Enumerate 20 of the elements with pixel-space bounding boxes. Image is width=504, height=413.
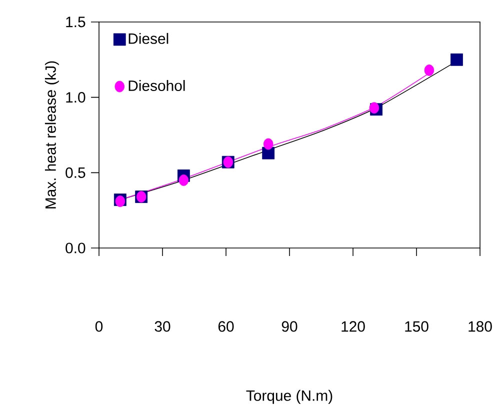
y-tick-label: 1.5 [66,16,86,28]
y-tick-label: 0.5 [66,167,86,178]
point [369,102,380,114]
y-tick-label: 0.0 [66,242,86,254]
legend-label: Diesohol [128,80,185,91]
x-tick-label: 30 [154,321,170,332]
point [450,53,463,66]
x-axis-title: Torque (N.m) [246,390,332,404]
point [263,138,274,150]
x-tick-label: 150 [405,321,428,332]
x-tick-label: 0 [95,321,103,332]
y-tick-label: 1.0 [66,92,86,103]
point [424,64,434,76]
y-axis-title: Max. heat release (kJ) [44,61,59,208]
x-tick-label: 90 [282,321,298,332]
point [178,174,189,186]
x-tick-label: 180 [468,321,492,332]
x-tick-label: 120 [342,321,365,332]
legend-label: Diesel [128,32,168,44]
x-tick-label: 60 [218,321,234,332]
